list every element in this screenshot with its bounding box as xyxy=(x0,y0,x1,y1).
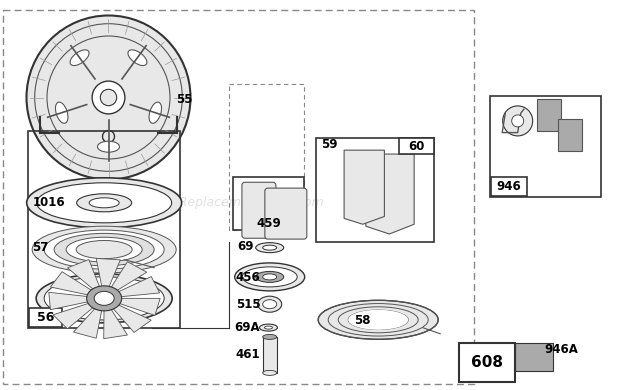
Bar xyxy=(491,177,527,196)
Ellipse shape xyxy=(263,370,277,376)
Ellipse shape xyxy=(66,237,142,262)
Ellipse shape xyxy=(242,267,297,287)
Bar xyxy=(28,131,180,328)
Polygon shape xyxy=(53,303,94,329)
Ellipse shape xyxy=(265,326,272,329)
Ellipse shape xyxy=(27,178,182,228)
PathPatch shape xyxy=(366,154,414,234)
Polygon shape xyxy=(118,298,160,316)
Bar xyxy=(459,343,515,382)
FancyBboxPatch shape xyxy=(265,188,307,239)
Ellipse shape xyxy=(77,194,131,212)
Polygon shape xyxy=(68,260,100,290)
PathPatch shape xyxy=(344,150,384,224)
Ellipse shape xyxy=(32,226,176,273)
Circle shape xyxy=(100,89,117,106)
Text: 946A: 946A xyxy=(544,342,578,356)
Text: 515: 515 xyxy=(236,298,260,311)
Circle shape xyxy=(27,16,190,179)
Bar xyxy=(537,99,560,131)
Ellipse shape xyxy=(87,286,122,311)
Text: 69: 69 xyxy=(237,240,254,254)
Text: eReplacementParts.com: eReplacementParts.com xyxy=(172,196,324,209)
Ellipse shape xyxy=(259,324,278,331)
Circle shape xyxy=(92,81,125,114)
Ellipse shape xyxy=(255,243,284,253)
Bar xyxy=(316,138,434,242)
Text: 56: 56 xyxy=(37,311,54,324)
Ellipse shape xyxy=(76,241,132,259)
Text: 608: 608 xyxy=(471,355,503,370)
Bar xyxy=(229,84,304,230)
Text: 69A: 69A xyxy=(234,321,260,334)
Bar xyxy=(3,10,474,384)
Ellipse shape xyxy=(97,141,120,152)
Circle shape xyxy=(503,106,533,136)
Polygon shape xyxy=(112,304,151,332)
Ellipse shape xyxy=(255,271,284,282)
Ellipse shape xyxy=(318,300,438,339)
Circle shape xyxy=(512,115,524,127)
Polygon shape xyxy=(104,308,128,339)
Ellipse shape xyxy=(263,274,277,280)
Bar xyxy=(490,96,601,197)
Bar xyxy=(399,138,434,154)
Polygon shape xyxy=(110,262,147,291)
Bar xyxy=(232,177,304,230)
Circle shape xyxy=(102,131,115,142)
Polygon shape xyxy=(49,292,90,310)
Polygon shape xyxy=(117,277,160,297)
Ellipse shape xyxy=(149,102,162,123)
Ellipse shape xyxy=(263,300,277,309)
Ellipse shape xyxy=(263,245,277,250)
Bar xyxy=(263,337,277,373)
Ellipse shape xyxy=(263,334,277,339)
Bar xyxy=(559,119,582,151)
Ellipse shape xyxy=(70,50,89,66)
Polygon shape xyxy=(50,272,93,295)
Text: 58: 58 xyxy=(354,314,371,327)
Text: 55: 55 xyxy=(176,93,193,106)
Text: 59: 59 xyxy=(321,138,338,151)
Text: 456: 456 xyxy=(236,271,260,284)
Bar xyxy=(29,308,62,327)
Bar xyxy=(515,343,552,371)
Ellipse shape xyxy=(348,310,408,330)
Text: 461: 461 xyxy=(236,348,260,362)
Ellipse shape xyxy=(54,233,154,266)
Polygon shape xyxy=(74,307,102,338)
Ellipse shape xyxy=(89,198,119,208)
Text: 946: 946 xyxy=(497,180,521,193)
Ellipse shape xyxy=(44,277,164,320)
Text: 459: 459 xyxy=(256,217,281,230)
Text: 57: 57 xyxy=(32,241,48,254)
Ellipse shape xyxy=(235,263,304,291)
Text: 60: 60 xyxy=(408,140,424,153)
Text: 1016: 1016 xyxy=(32,196,65,209)
Ellipse shape xyxy=(94,291,114,305)
Ellipse shape xyxy=(36,274,172,323)
Ellipse shape xyxy=(128,50,147,66)
Ellipse shape xyxy=(258,296,281,312)
Ellipse shape xyxy=(37,183,172,223)
Ellipse shape xyxy=(44,230,164,269)
FancyBboxPatch shape xyxy=(242,182,276,238)
Ellipse shape xyxy=(55,102,68,123)
Polygon shape xyxy=(96,259,120,288)
